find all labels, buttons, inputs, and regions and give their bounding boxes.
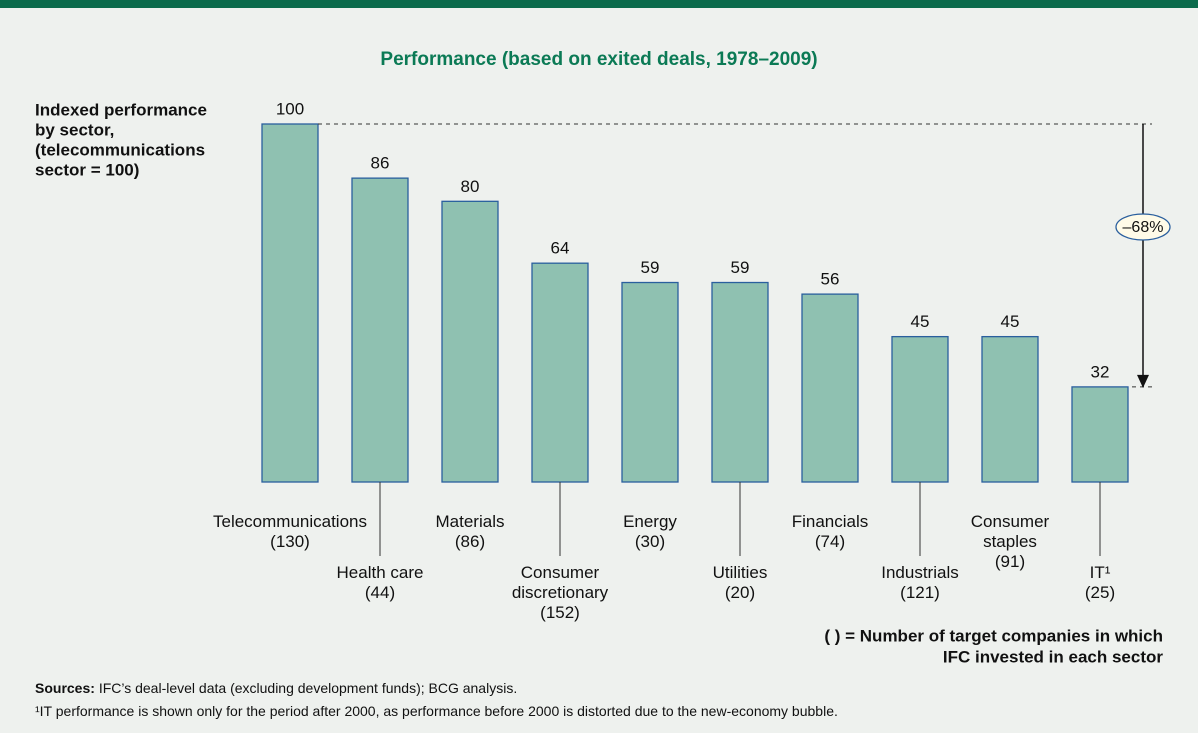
y-axis-label: by sector,: [35, 120, 114, 139]
company-count: (152): [540, 603, 580, 622]
x-tick-label: IT¹ (25): [1040, 563, 1160, 603]
category: IT¹: [1089, 563, 1111, 582]
category: Energy: [623, 512, 677, 531]
value-label: 56: [821, 270, 840, 289]
value-label: 59: [731, 258, 750, 277]
x-tick-label: Consumer discretionary (152): [500, 563, 620, 623]
value-label: 59: [641, 258, 660, 277]
company-count: (86): [454, 532, 486, 551]
bar: [261, 123, 319, 483]
top-bar: [0, 0, 1198, 8]
value-label: 100: [276, 99, 304, 118]
bar: [801, 293, 859, 483]
company-count: (30): [634, 532, 666, 551]
arrow-head: [1137, 374, 1149, 388]
company-count: (44): [364, 583, 396, 602]
category: Telecommunications: [212, 512, 367, 531]
bar: [621, 281, 679, 483]
value-label: 32: [1091, 362, 1110, 381]
category: Financials: [791, 512, 869, 531]
category: Utilities: [712, 563, 768, 582]
legend-note: IFC invested in each sector: [943, 647, 1164, 666]
value-label: 80: [461, 177, 480, 196]
x-tick-label: Energy (30): [590, 512, 710, 552]
company-count: (121): [900, 583, 940, 602]
company-count: (25): [1084, 583, 1116, 602]
value-label: 64: [551, 239, 570, 258]
category: Industrials: [881, 563, 959, 582]
company-count: (74): [814, 532, 846, 551]
sources-label: Sources:: [35, 680, 95, 696]
x-tick-label: Industrials (121): [860, 563, 980, 603]
x-tick-label: Health care (44): [320, 563, 440, 603]
x-tick-label: Consumer staples (91): [950, 512, 1070, 572]
sources-text: IFC’s deal-level data (excluding develop…: [98, 680, 518, 696]
company-count: (20): [724, 583, 756, 602]
x-tick-label: Materials (86): [410, 512, 530, 552]
category: Consumer discretionary: [511, 563, 609, 602]
category: Health care: [336, 563, 424, 582]
footnote: ¹IT performance is shown only for the pe…: [35, 703, 838, 719]
bar: [981, 335, 1039, 483]
y-axis-label: (telecommunications: [35, 140, 205, 159]
annotation-bubble: [1115, 213, 1171, 241]
annotation: –68%: [1123, 219, 1164, 236]
bar: [531, 262, 589, 483]
y-axis-label: sector = 100): [35, 160, 139, 179]
bar: [351, 177, 409, 483]
category: Materials: [435, 512, 505, 531]
bar: [711, 281, 769, 483]
x-tick-label: Utilities (20): [680, 563, 800, 603]
category: Consumer staples: [970, 512, 1050, 551]
x-tick-label: Telecommunications (130): [190, 512, 390, 552]
bar: [1071, 386, 1129, 483]
bar: [891, 335, 949, 483]
company-count: (91): [994, 552, 1026, 571]
sources: Sources: IFC’s deal-level data (excludin…: [35, 680, 517, 696]
value-label: 45: [911, 312, 930, 331]
company-count: (130): [270, 532, 310, 551]
value-label: 86: [371, 154, 390, 173]
x-tick-label: Financials (74): [770, 512, 890, 552]
legend-note: ( ) = Number of target companies in whic…: [824, 626, 1163, 645]
value-label: 45: [1001, 312, 1020, 331]
bar: [441, 200, 499, 483]
chart-title: Performance (based on exited deals, 1978…: [380, 49, 817, 70]
y-axis-label: Indexed performance: [35, 100, 207, 119]
